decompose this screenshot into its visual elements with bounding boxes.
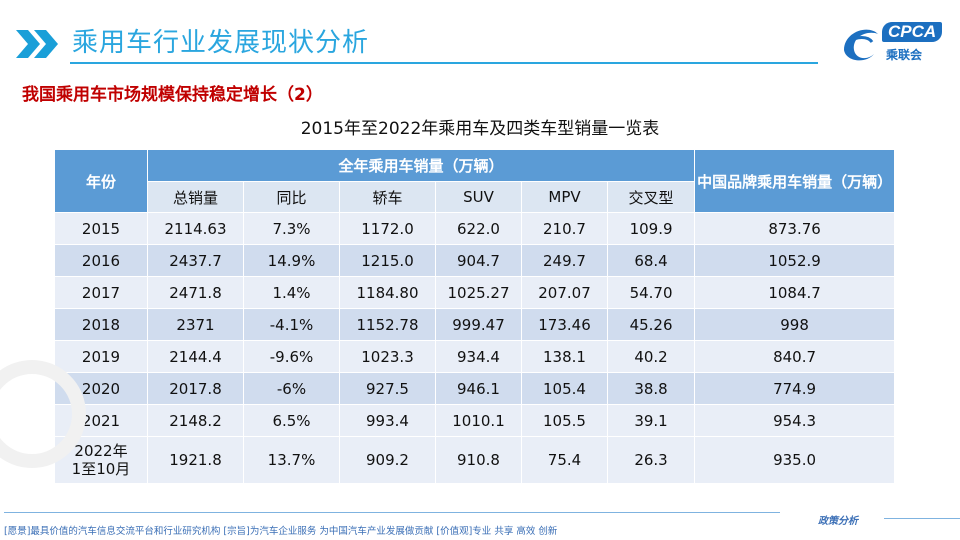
cell-brand: 935.0 — [694, 436, 896, 484]
table-row: 2018 2371 -4.1% 1152.78 999.47 173.46 45.26 998 — [54, 308, 896, 341]
cell-sedan: 1023.3 — [339, 340, 436, 373]
cell-year: 2019 — [54, 340, 148, 373]
globe-swirl-icon — [844, 29, 878, 61]
col-suv-header: SUV — [435, 181, 522, 213]
cell-yoy: 7.3% — [243, 212, 340, 245]
cpca-logo: CPCA 乘联会 — [838, 18, 950, 68]
cell-suv: 910.8 — [435, 436, 522, 484]
cell-crossover: 45.26 — [606, 308, 696, 341]
cell-mpv: 210.7 — [521, 212, 608, 245]
col-crossover-header: 交叉型 — [606, 181, 696, 213]
cell-sedan: 909.2 — [339, 436, 436, 484]
title-underline — [70, 62, 818, 64]
cell-total: 2148.2 — [147, 404, 244, 437]
cell-suv: 904.7 — [435, 244, 522, 277]
cell-brand: 774.9 — [694, 372, 896, 405]
col-mpv-header: MPV — [521, 181, 608, 213]
cell-sedan: 1152.78 — [339, 308, 436, 341]
cell-total: 2471.8 — [147, 276, 244, 309]
sales-table: 年份 全年乘用车销量（万辆） 中国品牌乘用车销量（万辆） 总销量 同比 轿车 S… — [54, 149, 896, 484]
cell-suv: 999.47 — [435, 308, 522, 341]
chevron-double-icon — [16, 30, 58, 58]
cell-crossover: 38.8 — [606, 372, 696, 405]
table-row: 2020 2017.8 -6% 927.5 946.1 105.4 38.8 774.9 — [54, 372, 896, 405]
logo-text: CPCA — [882, 22, 943, 42]
col-total-header: 总销量 — [147, 181, 244, 213]
cell-total: 2144.4 — [147, 340, 244, 373]
cell-brand: 840.7 — [694, 340, 896, 373]
cell-yoy: 1.4% — [243, 276, 340, 309]
table-row: 2021 2148.2 6.5% 993.4 1010.1 105.5 39.1 954.3 — [54, 404, 896, 437]
cell-suv: 622.0 — [435, 212, 522, 245]
cell-crossover: 39.1 — [606, 404, 696, 437]
cell-mpv: 138.1 — [521, 340, 608, 373]
page-title: 乘用车行业发展现状分析 — [72, 28, 370, 58]
cell-yoy: 14.9% — [243, 244, 340, 277]
cell-sedan: 1184.80 — [339, 276, 436, 309]
cell-suv: 934.4 — [435, 340, 522, 373]
cell-mpv: 105.5 — [521, 404, 608, 437]
cell-total: 1921.8 — [147, 436, 244, 484]
cell-mpv: 207.07 — [521, 276, 608, 309]
cell-crossover: 26.3 — [606, 436, 696, 484]
footer-right-divider — [884, 518, 960, 519]
cell-yoy: -9.6% — [243, 340, 340, 373]
cell-year: 2022年 1至10月 — [54, 436, 148, 484]
cell-brand: 1084.7 — [694, 276, 896, 309]
cell-yoy: 13.7% — [243, 436, 340, 484]
cell-year: 2018 — [54, 308, 148, 341]
col-yoy-header: 同比 — [243, 181, 340, 213]
cell-suv: 1010.1 — [435, 404, 522, 437]
footer-divider — [4, 512, 780, 513]
cell-mpv: 75.4 — [521, 436, 608, 484]
cell-sedan: 927.5 — [339, 372, 436, 405]
footer-section-label: 政策分析 — [818, 516, 858, 527]
table-row: 2015 2114.63 7.3% 1172.0 622.0 210.7 109.9 873.… — [54, 212, 896, 245]
cell-sedan: 1215.0 — [339, 244, 436, 277]
cell-total: 2114.63 — [147, 212, 244, 245]
cell-year: 2017 — [54, 276, 148, 309]
table-row: 2019 2144.4 -9.6% 1023.3 934.4 138.1 40.2 840.7 — [54, 340, 896, 373]
group-header: 全年乘用车销量（万辆） — [146, 149, 696, 182]
cell-crossover: 68.4 — [606, 244, 696, 277]
cell-mpv: 105.4 — [521, 372, 608, 405]
cell-total: 2017.8 — [147, 372, 244, 405]
cell-year: 2015 — [54, 212, 148, 245]
col-sedan-header: 轿车 — [339, 181, 436, 213]
cell-sedan: 1172.0 — [339, 212, 436, 245]
cell-crossover: 54.70 — [606, 276, 696, 309]
year-line1: 2022年 — [74, 442, 128, 460]
table-row: 2016 2437.7 14.9% 1215.0 904.7 249.7 68.4 1052.… — [54, 244, 896, 277]
cell-mpv: 249.7 — [521, 244, 608, 277]
year-header: 年份 — [54, 149, 148, 213]
table-row-2022: 2022年 1至10月 1921.8 13.7% 909.2 910.8 75.4… — [54, 436, 896, 484]
table-row: 2017 2471.8 1.4% 1184.80 1025.27 207.07 54.70 1… — [54, 276, 896, 309]
section-subtitle: 我国乘用车市场规模保持稳定增长（2） — [22, 85, 323, 105]
logo-subtext: 乘联会 — [886, 48, 923, 62]
year-line2: 1至10月 — [71, 460, 131, 478]
cell-yoy: -4.1% — [243, 308, 340, 341]
cell-mpv: 173.46 — [521, 308, 608, 341]
cell-suv: 946.1 — [435, 372, 522, 405]
cell-year: 2016 — [54, 244, 148, 277]
table-title: 2015年至2022年乘用车及四类车型销量一览表 — [300, 119, 660, 139]
cell-yoy: 6.5% — [243, 404, 340, 437]
cell-brand: 998 — [694, 308, 896, 341]
cell-brand: 873.76 — [694, 212, 896, 245]
cell-brand: 1052.9 — [694, 244, 896, 277]
footer-mission: [愿景]最具价值的汽车信息交流平台和行业研究机构 [宗旨]为汽车企业服务 为中国… — [4, 526, 558, 537]
cell-total: 2371 — [147, 308, 244, 341]
cell-crossover: 40.2 — [606, 340, 696, 373]
cell-sedan: 993.4 — [339, 404, 436, 437]
cell-brand: 954.3 — [694, 404, 896, 437]
cell-suv: 1025.27 — [435, 276, 522, 309]
cell-total: 2437.7 — [147, 244, 244, 277]
cell-yoy: -6% — [243, 372, 340, 405]
cell-crossover: 109.9 — [606, 212, 696, 245]
brand-header: 中国品牌乘用车销量（万辆） — [694, 149, 896, 213]
